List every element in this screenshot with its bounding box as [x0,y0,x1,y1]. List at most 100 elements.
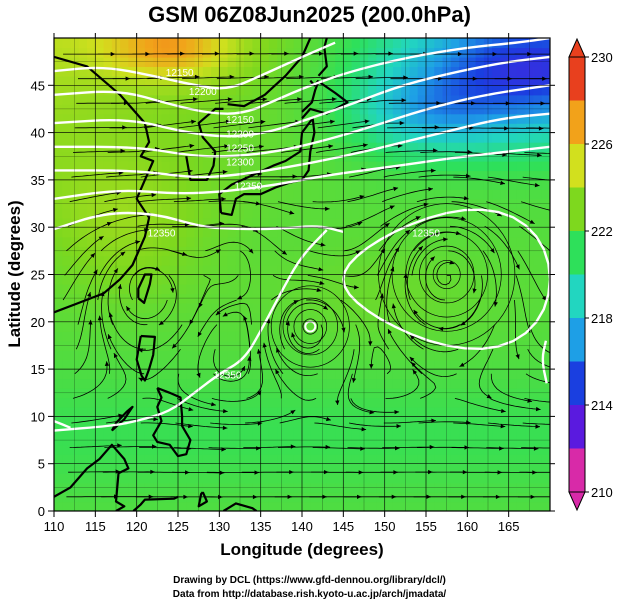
field-cell [293,302,303,313]
field-cell [244,302,253,313]
field-cell [500,265,510,276]
field-cell [343,104,353,115]
field-cell [525,359,535,370]
field-cell [268,246,278,257]
field-cell [459,425,468,436]
field-cell [70,66,80,77]
field-cell [103,369,113,380]
field-cell [144,501,154,511]
field-cell [144,265,154,276]
field-cell [508,47,518,58]
field-cell [335,265,344,276]
field-cell [459,217,468,228]
field-cell [144,94,154,105]
field-cell [459,255,468,266]
field-cell [467,179,477,190]
field-cell [202,198,212,209]
field-cell [368,312,377,323]
field-cell [475,47,485,58]
field-cell [384,217,394,228]
field-cell [293,359,303,370]
field-cell [186,113,196,124]
streamline [74,319,92,375]
field-cell [227,406,237,417]
streamline [208,447,261,449]
field-cell [426,38,435,49]
field-cell [194,170,204,181]
field-cell [70,340,80,351]
field-cell [211,340,220,351]
field-cell [434,246,444,257]
field-cell [492,501,501,511]
field-cell [136,38,146,49]
field-cell [417,397,427,408]
field-cell [525,378,535,389]
field-cell [120,482,129,493]
field-cell [459,369,468,380]
field-cell [426,473,435,484]
field-cell [211,388,220,399]
streamline-arrow [98,236,104,241]
field-cell [450,331,460,342]
field-cell [359,454,369,465]
field-cell [475,66,485,77]
field-cell [186,302,196,313]
field-cell [442,85,452,96]
field-cell [186,369,196,380]
field-cell [219,246,229,257]
field-cell [169,482,179,493]
field-cell [310,75,320,86]
field-cell [318,217,328,228]
field-cell [483,425,493,436]
field-cell [54,435,63,446]
field-cell [467,255,477,266]
field-cell [442,56,452,67]
field-cell [434,66,444,77]
field-cell [516,302,526,313]
field-cell [186,274,196,285]
field-cell [302,38,311,49]
field-cell [434,397,444,408]
field-cell [153,56,163,67]
field-cell [111,170,121,181]
field-cell [343,142,353,153]
field-cell [293,274,303,285]
field-cell [87,435,96,446]
field-cell [227,94,237,105]
field-cell [62,359,72,370]
streamline-arrow [396,424,401,429]
field-cell [161,416,171,427]
field-cell [244,217,253,228]
field-cell [62,38,72,49]
field-cell [392,359,402,370]
streamline [448,250,476,294]
field-cell [508,246,518,257]
field-cell [459,236,468,247]
field-cell [475,444,485,455]
field-cell [153,104,163,115]
field-cell [260,397,270,408]
streamline [524,152,550,154]
streamline [104,194,157,203]
field-cell [475,189,485,200]
streamline-arrow [394,410,400,415]
field-cell [211,302,220,313]
field-cell [417,255,427,266]
field-cell [359,85,369,96]
field-cell [401,397,411,408]
field-cell [293,246,303,257]
field-cell [409,501,419,511]
field-cell [211,265,220,276]
streamline [248,121,301,129]
streamline [137,223,190,227]
field-cell [293,104,303,115]
field-cell [285,189,295,200]
field-cell [335,227,344,238]
coastline [301,80,349,120]
field-cell [54,274,63,285]
field-cell [54,104,63,115]
streamline [409,356,457,378]
field-cell [434,56,444,67]
field-cell [384,321,394,332]
field-cell [541,198,550,209]
